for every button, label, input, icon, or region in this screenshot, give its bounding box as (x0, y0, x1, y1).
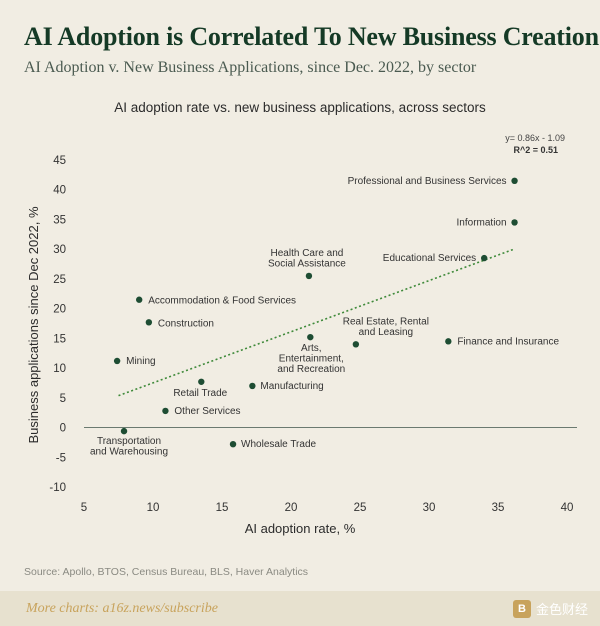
point-label: Information (457, 217, 507, 228)
trendline (118, 248, 515, 397)
data-point (445, 338, 452, 345)
point-label: Real Estate, Rental and Leasing (343, 316, 429, 338)
data-point (511, 177, 518, 185)
y-tick-label: 45 (53, 155, 66, 167)
point-label: Accommodation & Food Services (148, 296, 296, 307)
point-label: Wholesale Trade (241, 439, 316, 450)
data-point (229, 440, 237, 448)
data-point (307, 333, 314, 341)
data-point (352, 341, 360, 348)
data-point (249, 382, 256, 390)
scatter-chart: AI adoption rate vs. new business applic… (26, 100, 577, 536)
point-label: Professional and Business Services (348, 176, 507, 187)
trendline-equation: y= 0.86x - 1.09 (505, 133, 565, 143)
y-tick-label: 15 (53, 333, 66, 345)
point-label: Health Care and Social Assistance (268, 248, 346, 270)
x-tick-label: 10 (147, 502, 160, 514)
y-tick-label: 40 (53, 185, 66, 197)
page-subtitle: AI Adoption v. New Business Applications… (24, 59, 477, 76)
point-label: Construction (158, 318, 214, 329)
x-tick-label: 25 (354, 502, 367, 514)
point-label: Mining (126, 356, 155, 367)
data-point (145, 319, 153, 326)
x-tick-label: 5 (81, 502, 87, 514)
trendline-r2: R^2 = 0.51 (513, 145, 558, 155)
y-tick-label: 35 (53, 214, 66, 226)
point-label: Finance and Insurance (457, 336, 559, 347)
data-point (511, 219, 518, 226)
x-axis-label: AI adoption rate, % (245, 521, 356, 536)
point-label: Other Services (174, 406, 240, 417)
y-tick-label: 10 (53, 363, 66, 375)
data-point (120, 427, 128, 435)
watermark-logo-icon: B (512, 599, 531, 618)
subscribe-link[interactable]: More charts: a16z.news/subscribe (26, 601, 218, 616)
point-label: Educational Services (383, 253, 476, 264)
data-point (136, 296, 143, 303)
data-point (113, 357, 121, 365)
x-tick-label: 35 (492, 502, 505, 514)
page-title: AI Adoption is Correlated To New Busines… (24, 22, 599, 51)
point-label: Manufacturing (260, 381, 323, 392)
footer-bar: More charts: a16z.news/subscribe B 金色财经 (0, 591, 600, 626)
point-label: Transportation and Warehousing (90, 436, 168, 458)
watermark-text: 金色财经 (535, 602, 588, 617)
y-tick-label: 0 (60, 423, 66, 435)
x-tick-label: 30 (423, 502, 436, 514)
data-point (481, 254, 488, 262)
y-tick-label: -10 (49, 482, 66, 494)
data-point (305, 272, 313, 280)
watermark: B 金色财经 (512, 599, 588, 618)
y-tick-label: 5 (60, 393, 66, 405)
y-tick-label: 25 (53, 274, 66, 286)
x-axis: 5 10 15 20 25 30 35 40 (81, 502, 574, 514)
data-point (162, 407, 169, 415)
data-point (198, 378, 205, 385)
x-tick-label: 40 (561, 502, 574, 514)
source-note: Source: Apollo, BTOS, Census Bureau, BLS… (24, 566, 309, 578)
point-label: Retail Trade (173, 388, 227, 399)
y-tick-label: 20 (53, 304, 66, 316)
y-axis-label: Business applications since Dec 2022, % (26, 206, 41, 443)
y-tick-label: 30 (53, 244, 66, 256)
point-label: Arts, Entertainment, and Recreation (277, 343, 345, 375)
x-tick-label: 20 (285, 502, 298, 514)
point-labels: Professional and Business Services Inform… (90, 176, 559, 458)
chart-title: AI adoption rate vs. new business applic… (114, 100, 486, 115)
data-points (113, 177, 518, 448)
y-tick-label: -5 (56, 452, 66, 464)
x-tick-label: 15 (216, 502, 229, 514)
y-axis: -10 -5 0 5 10 15 20 25 30 35 40 45 (49, 155, 66, 494)
